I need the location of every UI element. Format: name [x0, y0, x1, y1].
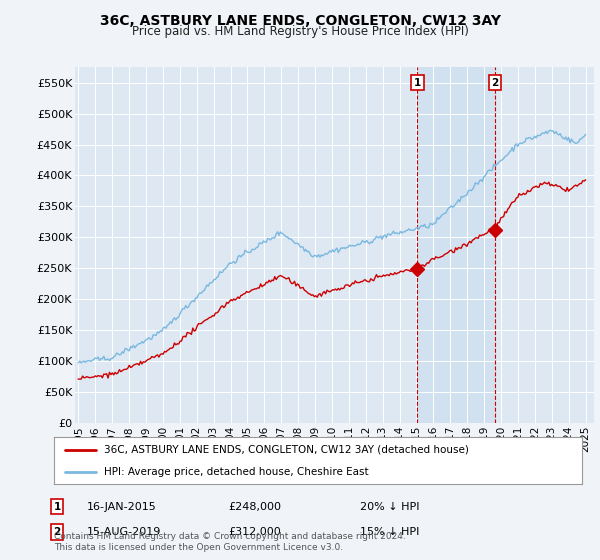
Text: 2: 2 — [53, 527, 61, 537]
Text: 16-JAN-2015: 16-JAN-2015 — [87, 502, 157, 512]
Text: 1: 1 — [414, 78, 421, 88]
Text: 36C, ASTBURY LANE ENDS, CONGLETON, CW12 3AY (detached house): 36C, ASTBURY LANE ENDS, CONGLETON, CW12 … — [104, 445, 469, 455]
Text: £248,000: £248,000 — [228, 502, 281, 512]
Text: Contains HM Land Registry data © Crown copyright and database right 2024.
This d: Contains HM Land Registry data © Crown c… — [54, 532, 406, 552]
Text: 36C, ASTBURY LANE ENDS, CONGLETON, CW12 3AY: 36C, ASTBURY LANE ENDS, CONGLETON, CW12 … — [100, 14, 500, 28]
Text: 20% ↓ HPI: 20% ↓ HPI — [360, 502, 419, 512]
Text: HPI: Average price, detached house, Cheshire East: HPI: Average price, detached house, Ches… — [104, 466, 369, 477]
Text: 2: 2 — [491, 78, 499, 88]
Bar — [418, 67, 495, 423]
Text: 1: 1 — [53, 502, 61, 512]
Text: 15% ↓ HPI: 15% ↓ HPI — [360, 527, 419, 537]
Text: Price paid vs. HM Land Registry's House Price Index (HPI): Price paid vs. HM Land Registry's House … — [131, 25, 469, 38]
Text: £312,000: £312,000 — [228, 527, 281, 537]
Text: 15-AUG-2019: 15-AUG-2019 — [87, 527, 161, 537]
